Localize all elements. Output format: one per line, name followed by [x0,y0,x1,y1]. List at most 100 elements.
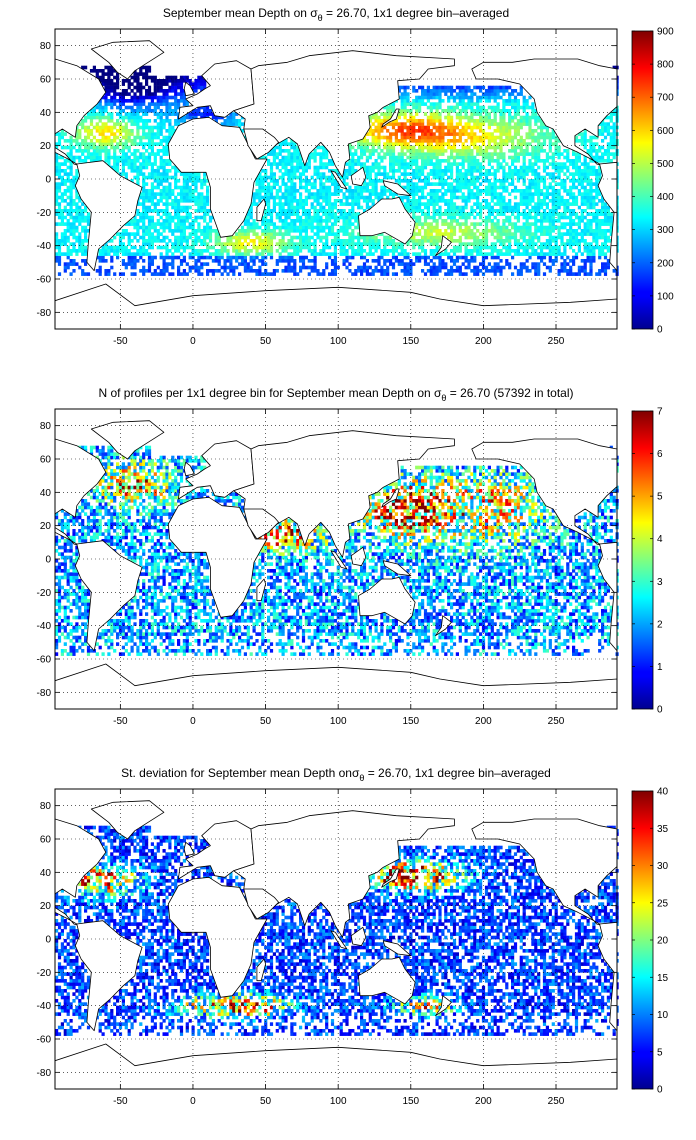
heatmap-cell [116,252,120,256]
heatmap-cell [592,169,596,173]
heatmap-cell [598,145,602,150]
heatmap-cell [191,229,195,233]
heatmap-cell [290,269,294,273]
heatmap-cell [110,145,114,150]
heatmap-cell [72,145,76,150]
heatmap-cell [479,189,483,193]
heatmap-cell [168,255,172,260]
heatmap-cell [476,135,480,140]
heatmap-cell [159,239,163,243]
heatmap-cell [92,115,96,120]
heatmap-cell [545,152,549,156]
heatmap-cell [150,152,154,156]
heatmap-cell [423,159,428,163]
heatmap-cell [272,202,276,206]
heatmap-cell [540,122,544,126]
heatmap-cell [470,149,474,153]
heatmap-cell [177,272,181,276]
heatmap-cell [197,199,201,203]
heatmap-cell [493,149,497,153]
heatmap-cell [487,202,491,206]
heatmap-cell [511,119,515,123]
heatmap-cell [342,172,346,176]
heatmap-cell [365,239,369,243]
heatmap-cell [78,215,82,220]
heatmap-cell [330,212,335,216]
heatmap-cell [69,229,73,233]
heatmap-cell [519,152,523,156]
heatmap-cell [502,182,506,186]
heatmap-cell [592,182,596,186]
heatmap-cell [406,205,410,210]
heatmap-cell [354,189,358,193]
heatmap-cell [548,192,552,196]
heatmap-cell [429,269,433,273]
heatmap-cell [165,145,169,150]
heatmap-cell [328,219,332,223]
heatmap-cell [133,159,137,163]
heatmap-cell [255,235,259,240]
heatmap-cell [426,182,430,186]
heatmap-cell [406,135,410,140]
heatmap-cell [574,199,579,203]
heatmap-cell [601,122,605,126]
heatmap-cell [415,182,419,186]
heatmap-cell [577,175,581,180]
heatmap-cell [470,249,474,253]
heatmap-cell [258,185,262,190]
heatmap-cell [435,145,439,150]
heatmap-cell [84,159,88,163]
heatmap-cell [389,162,393,166]
heatmap-cell [569,212,573,216]
heatmap-cell [147,222,152,226]
heatmap-cell [595,242,599,246]
heatmap-cell [377,259,381,263]
heatmap-cell [473,239,477,243]
heatmap-cell [548,265,552,270]
heatmap-cell [421,172,425,176]
heatmap-cell [313,215,317,220]
heatmap-cell [147,215,152,220]
heatmap-cell [563,262,567,266]
heatmap-cell [394,255,398,260]
heatmap-cell [217,262,221,266]
heatmap-cell [130,272,134,276]
heatmap-cell [479,269,483,273]
heatmap-cell [191,222,195,226]
heatmap-cell [397,139,401,143]
heatmap-cell [577,132,581,136]
heatmap-cell [487,152,491,156]
heatmap-cell [162,219,166,223]
heatmap-cell [603,215,608,220]
heatmap-cell [354,249,358,253]
heatmap-cell [418,205,422,210]
heatmap-cell [438,265,442,270]
heatmap-cell [272,272,276,276]
heatmap-cell [174,242,178,246]
heatmap-cell [583,145,587,150]
heatmap-cell [206,235,210,240]
heatmap-cell [540,199,544,203]
heatmap-cell [612,145,616,150]
heatmap-cell [583,189,587,193]
heatmap-cell [174,199,178,203]
heatmap-cell [89,115,94,120]
heatmap-cell [307,212,311,216]
heatmap-cell [118,159,123,163]
heatmap-cell [229,119,233,123]
heatmap-cell [525,165,529,170]
heatmap-cell [145,159,149,163]
heatmap-cell [290,155,294,160]
heatmap-cell [545,135,549,140]
heatmap-cell [121,252,125,256]
heatmap-cell [525,219,529,223]
heatmap-cell [525,152,529,156]
heatmap-cell [127,249,131,253]
heatmap-cell [66,145,70,150]
heatmap-cell [551,202,555,206]
heatmap-cell [389,242,393,246]
heatmap-cell [104,259,108,263]
heatmap-cell [464,125,468,130]
heatmap-cell [165,215,169,220]
heatmap-cell [72,209,76,213]
